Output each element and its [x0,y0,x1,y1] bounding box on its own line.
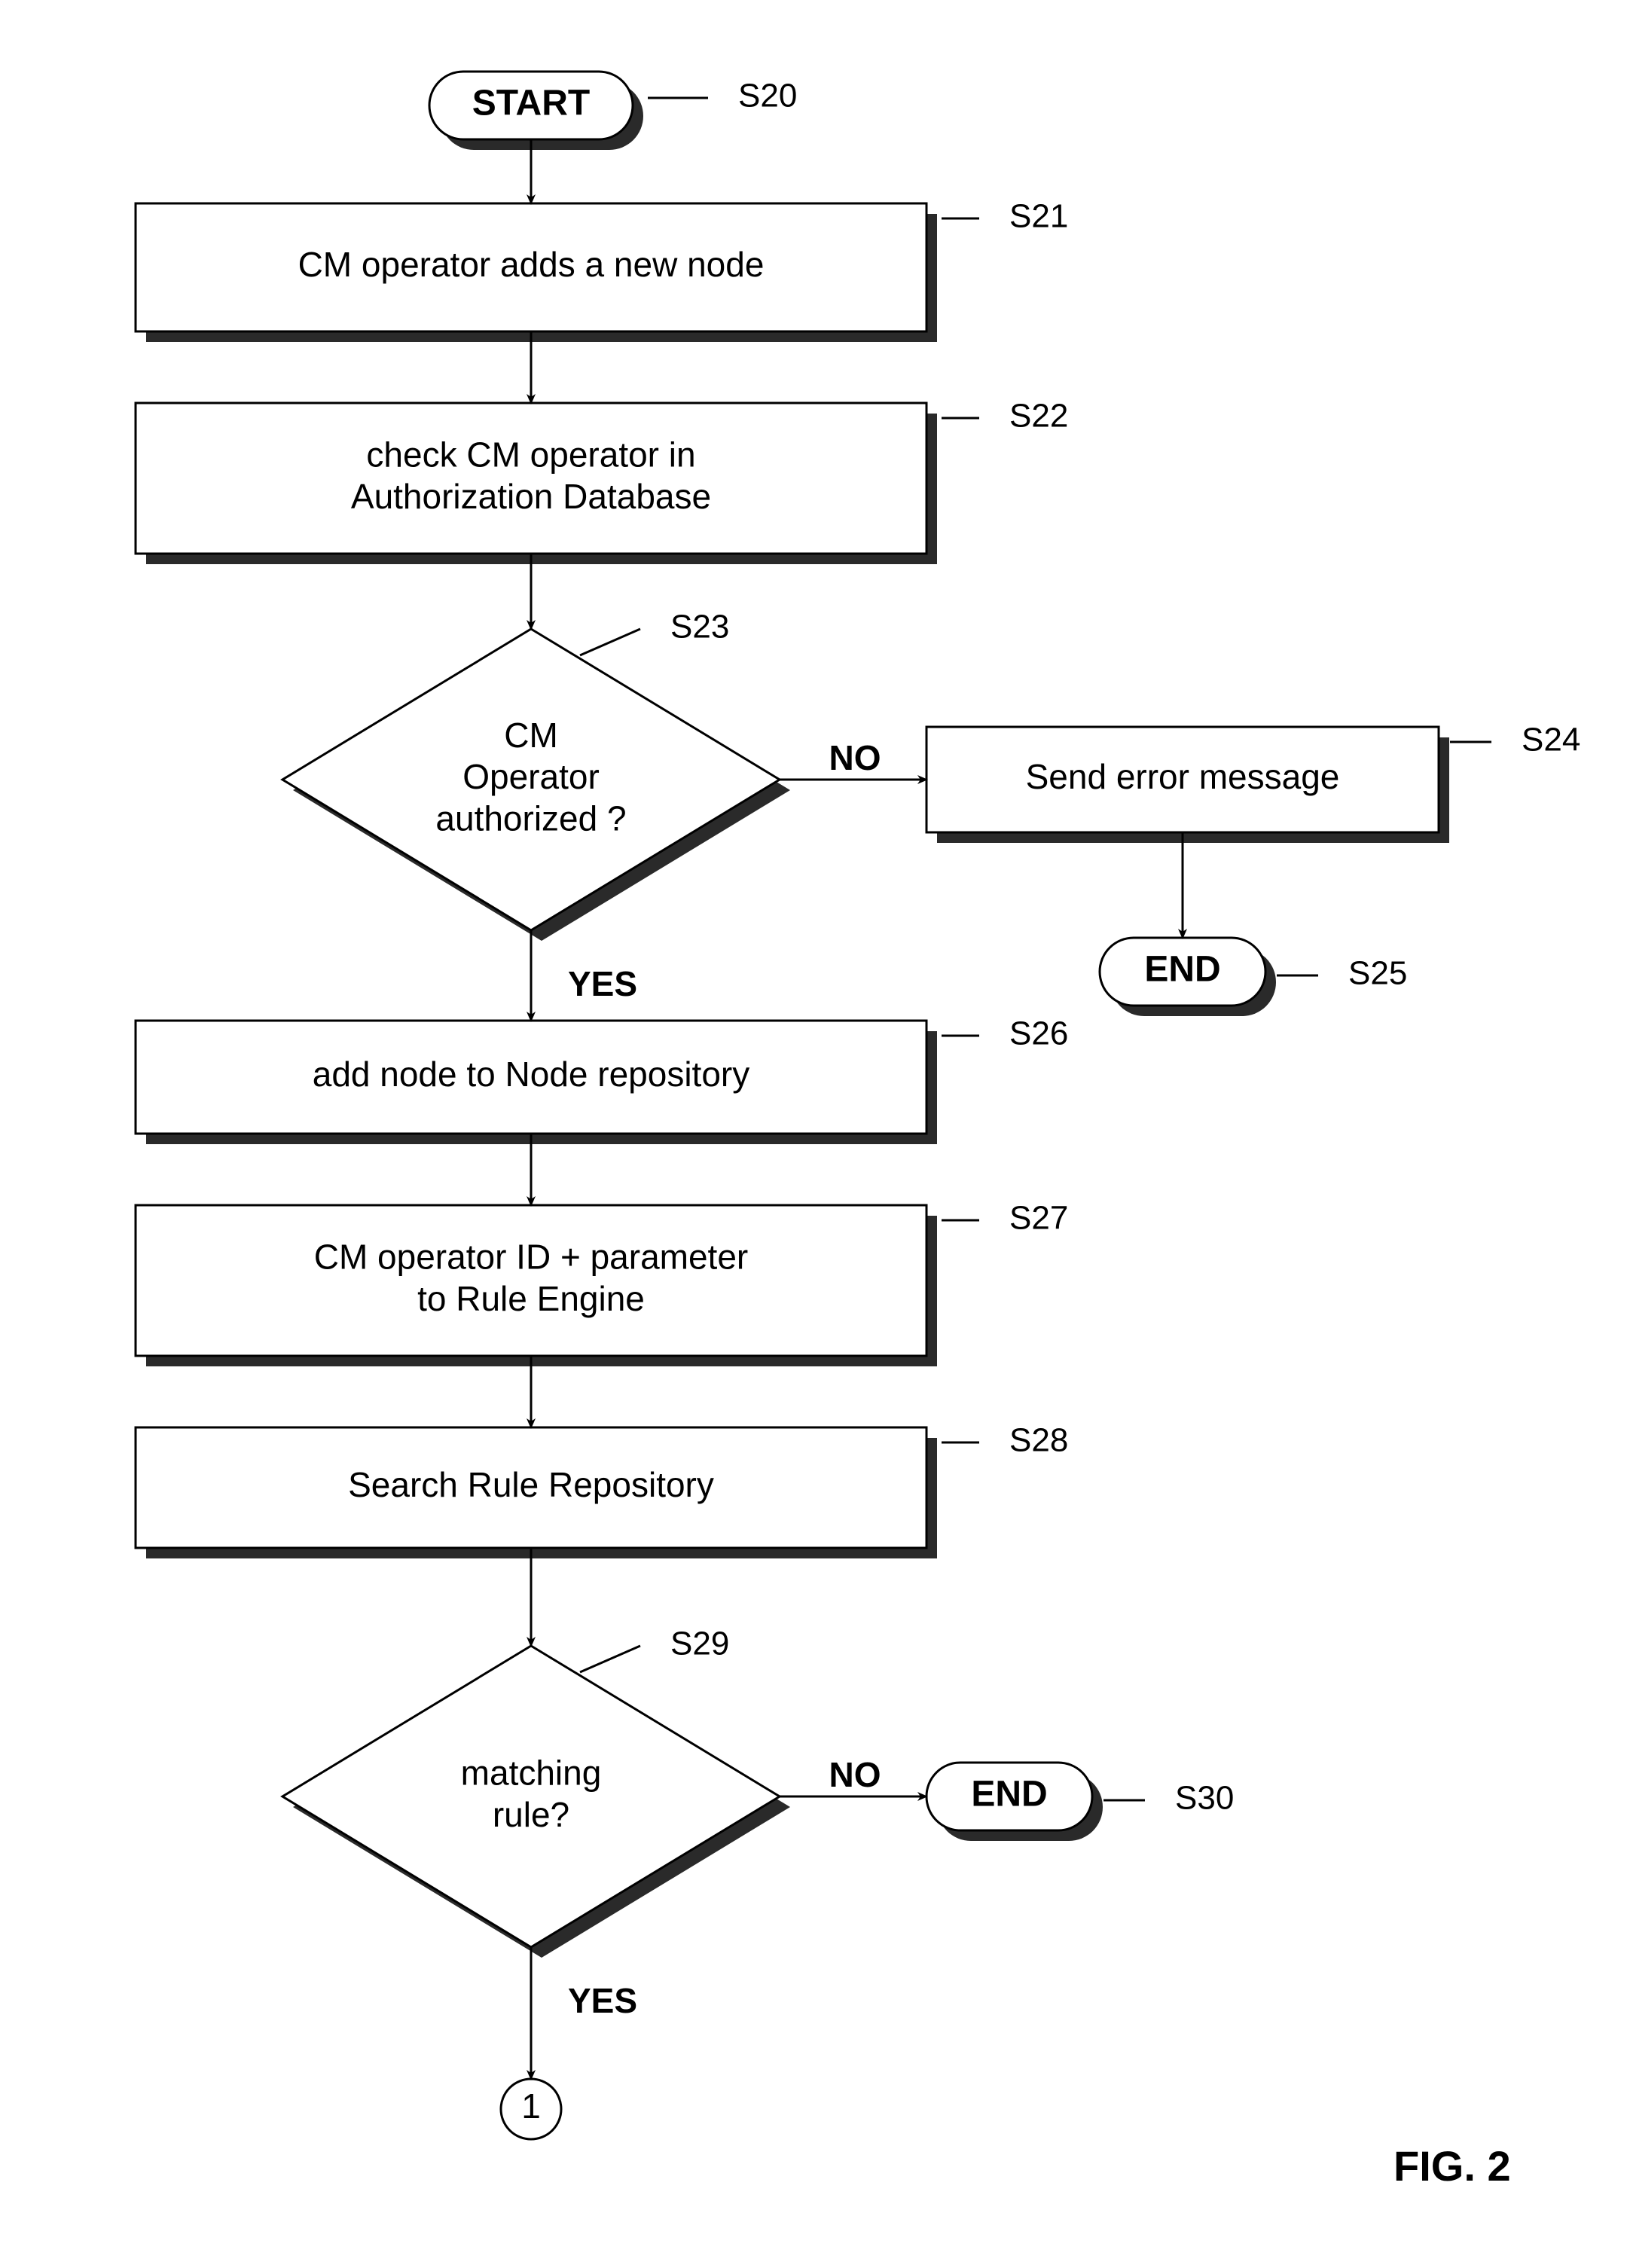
node-s23: CMOperatorauthorized ? S23 [282,609,790,941]
figure-label: FIG. 2 [1393,2142,1511,2190]
step-label-s21: S21 [1009,198,1068,235]
node-s22: check CM operator inAuthorization Databa… [136,398,1068,564]
svg-text:matching: matching [461,1754,602,1793]
svg-text:authorized ?: authorized ? [435,798,626,838]
svg-text:1: 1 [521,2086,541,2126]
edge-label: NO [829,738,881,777]
node-s30: END S30 [926,1763,1234,1841]
svg-text:END: END [971,1775,1047,1815]
svg-text:Send error message: Send error message [1026,757,1340,796]
step-label-s27: S27 [1009,1200,1068,1237]
step-label-s20: S20 [738,78,797,114]
node-s25: END S25 [1100,938,1407,1016]
node-s24: Send error message S24 [926,722,1580,843]
svg-text:Operator: Operator [462,757,600,796]
svg-text:END: END [1144,950,1220,990]
svg-text:CM operator ID + parameter: CM operator ID + parameter [314,1238,749,1277]
svg-text:START: START [472,84,590,124]
step-label-s28: S28 [1009,1422,1068,1459]
step-label-s22: S22 [1009,398,1068,435]
node-s20: START S20 [429,72,797,150]
svg-text:check CM operator in: check CM operator in [366,435,695,475]
edge-label: YES [568,1981,637,2020]
step-label-s29: S29 [670,1625,729,1662]
edge-s23-s26: YES [531,930,637,1021]
node-s27: CM operator ID + parameterto Rule Engine… [136,1200,1068,1366]
svg-text:Authorization Database: Authorization Database [351,477,711,516]
edge-s23-s24: NO [780,738,926,780]
step-label-s25: S25 [1348,955,1407,992]
edge-label: NO [829,1755,881,1794]
svg-text:Search Rule Repository: Search Rule Repository [348,1465,714,1504]
svg-text:to Rule Engine: to Rule Engine [417,1279,645,1318]
svg-text:CM operator adds a new node: CM operator adds a new node [298,245,765,284]
edge-label: YES [568,964,637,1003]
step-label-s23: S23 [670,609,729,646]
flowchart-diagram: START S20 CM operator adds a new node S21 ch… [0,0,1627,2268]
svg-text:rule?: rule? [493,1795,569,1834]
step-label-s30: S30 [1175,1780,1234,1817]
step-label-s26: S26 [1009,1015,1068,1052]
node-s28: Search Rule Repository S28 [136,1422,1068,1558]
svg-text:CM: CM [504,716,558,755]
svg-text:add node to Node repository: add node to Node repository [313,1055,750,1094]
edge-s29-s30: NO [780,1755,926,1796]
node-s26: add node to Node repository S26 [136,1015,1068,1144]
edge-s29-conn1: YES [531,1947,637,2079]
node-conn1: 1 [501,2079,561,2139]
node-s29: matchingrule? S29 [282,1625,790,1958]
node-s21: CM operator adds a new node S21 [136,198,1068,342]
step-label-s24: S24 [1522,722,1580,759]
